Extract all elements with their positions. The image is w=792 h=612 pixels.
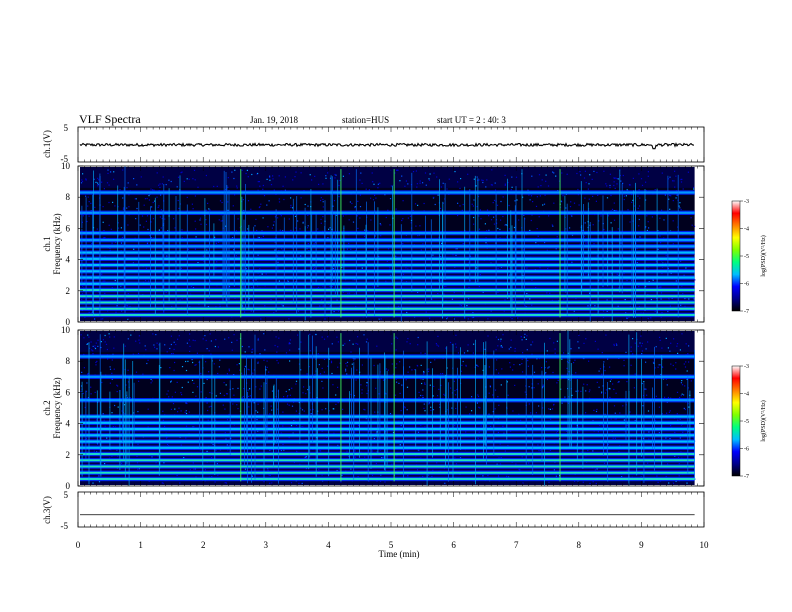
colorbar-ch1: -3 -4 -5 -6 -7 log(PSD)(V²/Hz): [731, 199, 767, 315]
frequency-tick-label: 10: [61, 325, 71, 335]
frequency-tick-label: 0: [66, 481, 71, 491]
ch3-ytick-top: 5: [64, 490, 69, 500]
ch2-spectrogram-ylabel: Frequency (kHz): [52, 377, 62, 438]
colorbar-ch1-label: log(PSD)(V²/Hz): [760, 235, 767, 276]
ch3-ytick-bottom: -5: [61, 521, 69, 531]
colorbar-tick-label: -7: [744, 309, 749, 315]
time-tick-label: 10: [700, 540, 710, 550]
frequency-tick-label: 4: [66, 419, 71, 429]
ch2-spectrogram-panel: 0 2 4 6 8 10 ch.2 Frequency (kHz): [42, 325, 705, 491]
ch1-spectrogram-image: [80, 166, 696, 322]
ch3-waveform-panel: 5 -5 ch.3(V): [42, 490, 705, 531]
frequency-tick-label: 10: [61, 161, 71, 171]
frequency-tick-label: 0: [66, 317, 71, 327]
x-axis-ticks: 0 1 2 3 4 5 6 7 8 9 10: [76, 127, 709, 550]
colorbar-tick-label: -7: [744, 474, 749, 480]
time-tick-label: 8: [577, 540, 582, 550]
colorbar-tick-label: -6: [744, 447, 749, 453]
time-tick-label: 5: [389, 540, 394, 550]
ch1-spectrogram-panel: 0 2 4 6 8 10 ch.1 Frequency (kHz): [42, 161, 705, 327]
ch1-ytick-bottom: -5: [61, 154, 69, 164]
frequency-tick-label: 2: [66, 286, 71, 296]
frequency-tick-label: 4: [66, 255, 71, 265]
ch1-ytick-top: 5: [64, 123, 69, 133]
time-tick-label: 3: [264, 540, 269, 550]
time-tick-label: 0: [76, 540, 81, 550]
figure-title: VLF Spectra: [79, 112, 141, 126]
ch1-spectrogram-ylabel: Frequency (kHz): [52, 213, 62, 274]
time-tick-label: 7: [514, 540, 519, 550]
frequency-tick-label: 8: [66, 192, 71, 202]
frequency-tick-label: 2: [66, 450, 71, 460]
time-tick-label: 9: [639, 540, 644, 550]
header-start-time: start UT = 2 : 40: 3: [437, 115, 506, 125]
frequency-tick-label: 6: [66, 387, 71, 397]
time-tick-label: 1: [138, 540, 143, 550]
ch2-spectrogram-image: [80, 330, 696, 486]
ch3-ylabel: ch.3(V): [42, 496, 52, 524]
colorbar-tick-label: -5: [744, 254, 749, 260]
time-tick-label: 6: [451, 540, 456, 550]
time-tick-label: 2: [201, 540, 206, 550]
ch2-spectrogram-channel-label: ch.2: [42, 400, 52, 415]
frequency-tick-label: 8: [66, 356, 71, 366]
ch1-waveform-panel: 5 -5 ch.1(V): [42, 123, 705, 164]
colorbar-ch2-label: log(PSD)(V²/Hz): [760, 400, 767, 441]
colorbar-tick-label: -4: [744, 392, 749, 398]
colorbar-tick-label: -5: [744, 419, 749, 425]
header-date: Jan. 19, 2018: [250, 115, 298, 125]
frequency-tick-label: 6: [66, 223, 71, 233]
ch1-spectrogram-channel-label: ch.1: [42, 236, 52, 251]
header-station: station=HUS: [342, 115, 389, 125]
colorbar-tick-label: -3: [744, 364, 749, 370]
colorbar-tick-label: -3: [744, 199, 749, 205]
x-axis-label: Time (min): [379, 549, 420, 559]
colorbar-ch2: -3 -4 -5 -6 -7 log(PSD)(V²/Hz): [731, 364, 767, 480]
time-tick-label: 4: [326, 540, 331, 550]
ch1-waveform-trace: [79, 142, 694, 150]
colorbar-tick-label: -6: [744, 282, 749, 288]
colorbar-tick-label: -4: [744, 227, 749, 233]
ch1-ylabel: ch.1(V): [42, 130, 52, 158]
